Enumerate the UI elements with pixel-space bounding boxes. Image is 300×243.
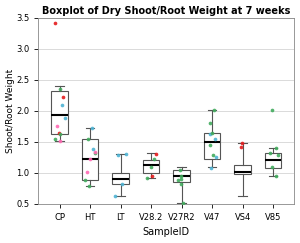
Point [179, 174, 184, 178]
Point [273, 146, 278, 150]
Point [83, 178, 88, 182]
Point [91, 147, 96, 151]
Point [92, 151, 97, 155]
Point [87, 157, 92, 161]
Point [213, 137, 218, 141]
Point [52, 137, 57, 141]
Point [149, 165, 154, 169]
Point [56, 130, 61, 134]
Point [145, 176, 149, 180]
Point [149, 174, 154, 178]
Point [212, 108, 216, 112]
Point [209, 130, 214, 134]
Point [208, 121, 213, 125]
Point [85, 137, 90, 141]
Y-axis label: Shoot/Root Weight: Shoot/Root Weight [6, 69, 15, 153]
Point [153, 152, 158, 156]
Point [90, 126, 94, 130]
Point [152, 157, 156, 161]
Point [208, 166, 213, 170]
Point [267, 151, 272, 155]
Point [123, 152, 128, 156]
Point [213, 155, 218, 159]
PathPatch shape [51, 91, 68, 134]
Point [62, 116, 67, 120]
PathPatch shape [204, 132, 220, 159]
Point [179, 177, 184, 181]
Point [270, 165, 274, 169]
Point [60, 95, 65, 99]
X-axis label: SampleID: SampleID [143, 227, 190, 237]
Point [273, 174, 278, 178]
Point [58, 87, 62, 91]
Point [115, 154, 120, 157]
Point [239, 145, 244, 149]
Point [119, 182, 124, 186]
Point [92, 150, 97, 154]
Point [275, 154, 280, 157]
Point [85, 170, 89, 174]
Point [179, 182, 184, 186]
PathPatch shape [82, 139, 98, 180]
Point [86, 184, 91, 188]
Title: Boxplot of Dry Shoot/Root Weight at 7 weeks: Boxplot of Dry Shoot/Root Weight at 7 we… [42, 6, 290, 16]
Point [181, 201, 186, 205]
Point [176, 178, 181, 182]
Point [178, 168, 183, 172]
Point [240, 141, 244, 145]
Point [113, 194, 118, 198]
Point [207, 143, 212, 147]
Point [52, 21, 57, 25]
Point [208, 132, 212, 136]
Point [57, 139, 62, 142]
Point [60, 103, 64, 106]
Point [55, 124, 59, 128]
Point [270, 108, 274, 112]
PathPatch shape [265, 153, 281, 168]
PathPatch shape [173, 170, 190, 182]
PathPatch shape [143, 160, 160, 173]
PathPatch shape [234, 165, 251, 174]
PathPatch shape [112, 173, 129, 184]
Point [57, 132, 62, 136]
Point [211, 154, 215, 157]
